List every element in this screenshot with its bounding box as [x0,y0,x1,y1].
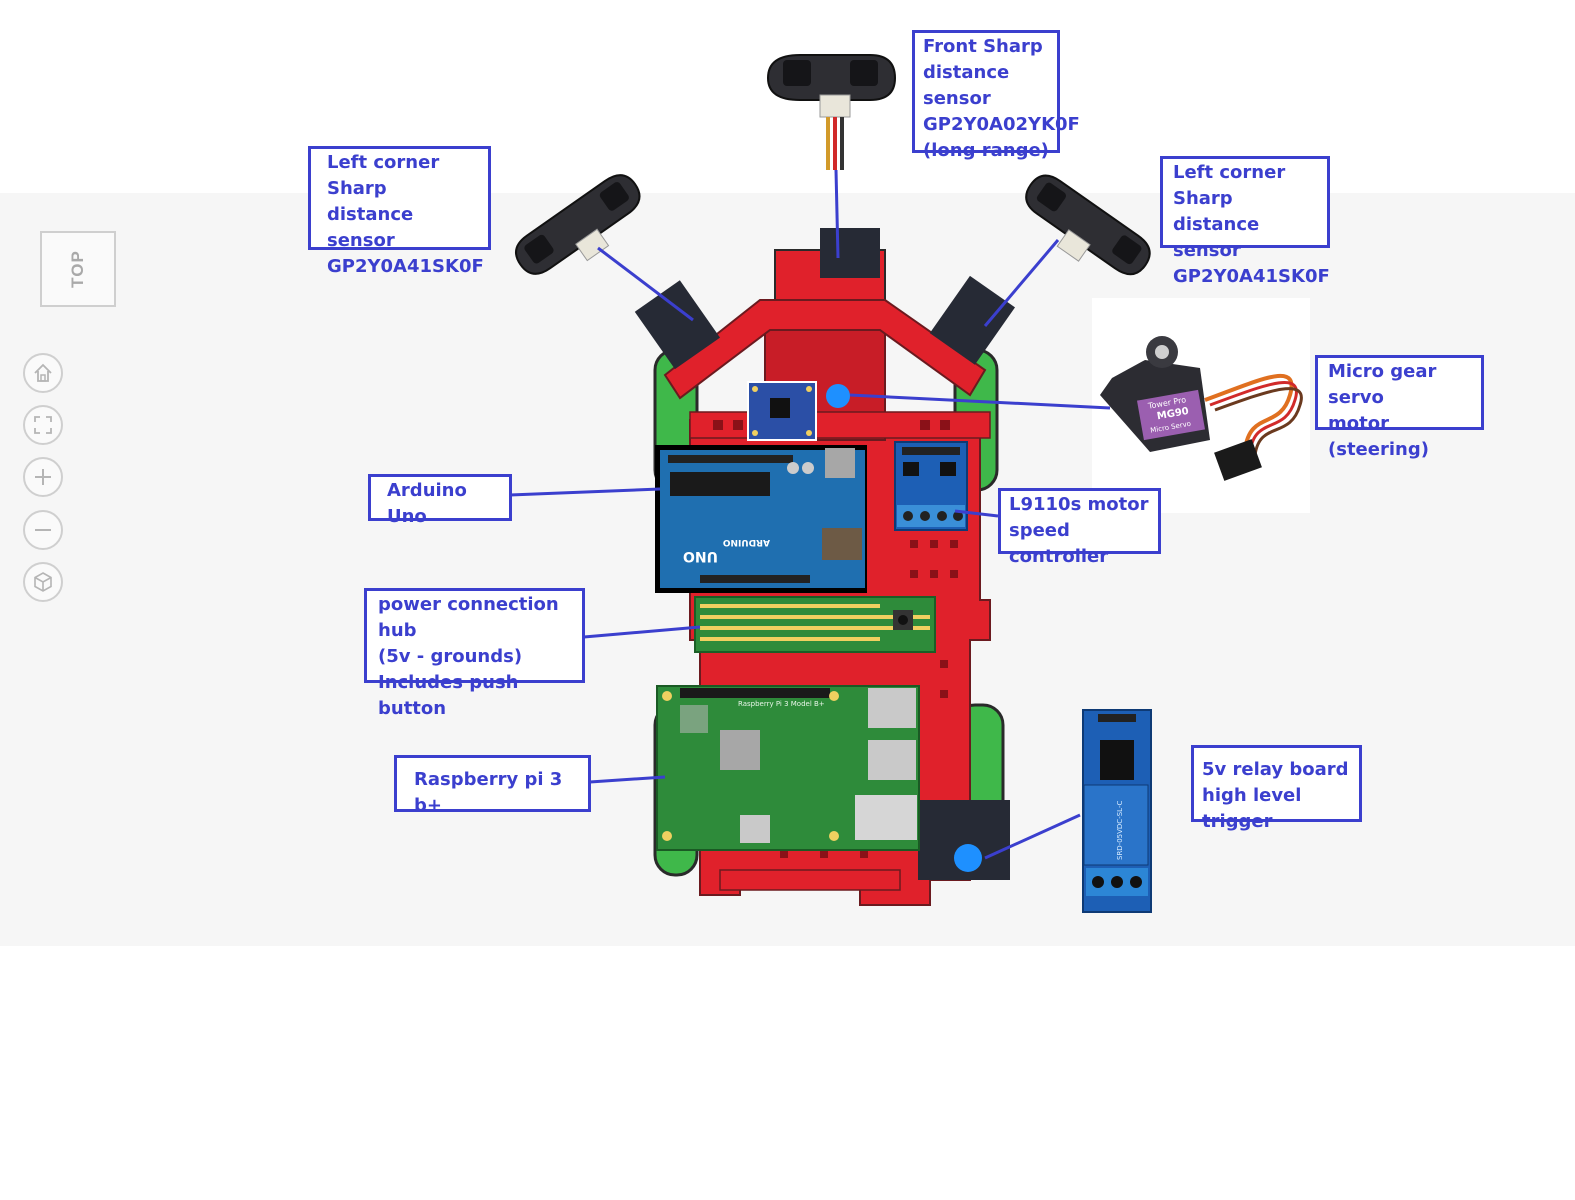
power-connection-hub [694,596,936,653]
servo-mount-marker [826,384,850,408]
3d-view-button[interactable] [23,562,63,602]
left-corner-distance-sensor [515,174,641,275]
home-button[interactable] [23,353,63,393]
arduino-model-text: UNO [683,548,718,564]
arduino-uno-board: ARDUINO UNO [655,445,867,593]
fit-screen-icon [34,416,52,434]
leader-arduino [509,487,661,497]
right-corner-distance-sensor [1025,174,1151,276]
zoom-out-button[interactable] [23,510,63,550]
leader-left-sensor [597,246,694,322]
servo-model-text: MG90 [1156,406,1190,422]
leader-right-sensor [983,239,1060,327]
leader-relay [984,813,1081,860]
label-servo: Micro gear servo motor (steering) [1315,355,1484,460]
leader-lines [509,169,1111,860]
label-power-hub: power connection hub (5v - grounds) Incl… [364,588,585,719]
label-raspberry-pi: Raspberry pi 3 b+ [394,755,591,816]
relay-mount-marker [954,844,982,872]
label-motor-controller: L9110s motor speed controller [998,488,1161,567]
zoom-out-icon [35,529,51,531]
leader-front-sensor [834,169,840,259]
leader-motor-controller [954,509,999,518]
zoom-in-icon [35,469,51,485]
label-relay-board: 5v relay board high level trigger [1191,745,1362,832]
leader-servo [849,393,1111,410]
label-front-sensor: Front Sharp distance sensor GP2Y0A02YK0F… [912,30,1080,161]
front-distance-sensor [766,54,897,170]
raspberry-pi-board-text: Raspberry Pi 3 Model B+ [738,700,825,708]
label-left-corner-sensor: Left corner Sharp distance sensor GP2Y0A… [308,146,491,277]
label-right-corner-sensor: Left corner Sharp distance sensor GP2Y0A… [1160,156,1330,287]
imu-module [747,381,817,441]
leader-raspberry [589,775,666,784]
arduino-brand-text: ARDUINO [722,537,770,547]
micro-servo-motor: Tower Pro MG90 Micro Servo [1092,298,1310,513]
view-cube[interactable]: TOP [40,231,116,307]
zoom-in-button[interactable] [23,457,63,497]
home-icon [34,363,52,382]
l9110s-motor-controller [894,441,968,531]
3d-view-icon [34,572,52,592]
raspberry-pi-board: Raspberry Pi 3 Model B+ [656,685,920,851]
relay-board: SRD-05VDC-SL-C [1082,709,1152,913]
label-arduino: Arduino Uno [368,474,512,527]
leader-power-hub [583,625,701,639]
fit-to-screen-button[interactable] [23,405,63,445]
relay-model-text: SRD-05VDC-SL-C [1116,801,1124,860]
